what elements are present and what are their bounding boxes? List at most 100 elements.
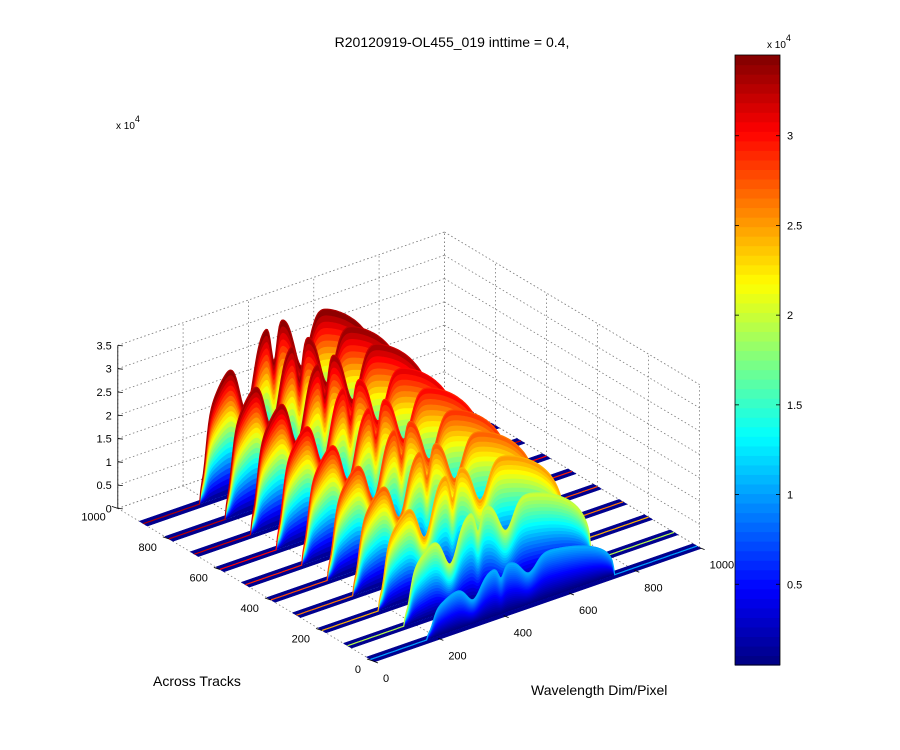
y-tick-mark (111, 506, 118, 509)
colorbar-segment (735, 331, 780, 342)
colorbar-segment (735, 522, 780, 533)
colorbar-segment (735, 360, 780, 371)
colorbar-segment (735, 369, 780, 380)
colorbar-segment (735, 102, 780, 113)
x-tick-mark (438, 637, 444, 641)
colorbar-segment (735, 312, 780, 323)
z-tick-label: 2 (106, 410, 112, 422)
z-exponent-label: x 104 (116, 114, 140, 132)
colorbar-segment (735, 236, 780, 247)
colorbar-segment (735, 626, 780, 638)
colorbar-segment (735, 407, 780, 418)
colorbar-tick-label: 1.5 (787, 400, 802, 412)
x-tick-label: 800 (644, 582, 662, 594)
colorbar-segment (735, 264, 780, 275)
grid-line (444, 371, 700, 525)
colorbar-segment (735, 607, 780, 618)
colorbar-segment (735, 560, 780, 571)
z-tick-mark (117, 391, 123, 393)
colorbar-segment (735, 74, 780, 85)
colorbar-segment (735, 483, 780, 495)
colorbar-segment (735, 255, 780, 266)
colorbar-segment (735, 245, 780, 256)
y-tick-mark (366, 658, 374, 662)
colorbar-segment (735, 350, 780, 361)
x-tick-mark (568, 592, 575, 596)
colorbar-segment (735, 131, 780, 142)
z-tick-mark (117, 345, 123, 347)
colorbar-segment (735, 636, 780, 647)
y-tick-mark (264, 597, 272, 601)
colorbar-segment (735, 655, 780, 666)
colorbar-segment (735, 274, 780, 285)
grid-line (117, 254, 445, 370)
colorbar-segment (735, 226, 780, 237)
colorbar-segment (735, 464, 780, 475)
colorbar-tick-label: 2 (787, 310, 793, 322)
y-tick-label: 0 (355, 664, 361, 676)
colorbar-segment (735, 531, 780, 542)
x-axis-label: Wavelength Dim/Pixel (531, 682, 667, 698)
colorbar-segment (735, 283, 780, 294)
colorbar-segment (735, 436, 780, 447)
colorbar-segment (735, 293, 780, 304)
colorbar-segment (735, 140, 780, 151)
colorbar-segment (735, 512, 780, 523)
colorbar-segment (735, 445, 780, 456)
colorbar-segment (735, 579, 780, 590)
colorbar-segment (735, 207, 780, 218)
colorbar-segment (735, 550, 780, 561)
colorbar-exponent-label: x 104 (767, 33, 791, 51)
x-tick-mark (503, 615, 509, 619)
x-tick-label: 0 (383, 673, 389, 685)
colorbar-segment (735, 426, 780, 437)
y-tick-label: 600 (190, 572, 208, 584)
x-tick-mark (634, 569, 640, 573)
z-tick-mark (117, 438, 123, 440)
colorbar-segment (735, 588, 780, 599)
colorbar-segment (735, 493, 780, 504)
colorbar-segment (735, 121, 780, 132)
z-tick-label: 0.5 (97, 480, 112, 492)
colorbar: 0.5 1 1.5 2 2.5 3 (734, 54, 802, 666)
y-tick-label: 1000 (81, 511, 105, 523)
y-tick-label: 200 (292, 633, 310, 645)
z-tick-mark (117, 508, 123, 510)
x-tick-label: 1000 (710, 560, 734, 572)
grid-line (117, 231, 445, 346)
colorbar-segment (735, 159, 780, 170)
z-tick-label: 3 (106, 364, 112, 376)
surface-plot (138, 308, 702, 663)
colorbar-segment (735, 417, 780, 428)
z-tick-mark (117, 484, 123, 487)
grid-line (444, 231, 700, 385)
colorbar-segment (735, 112, 780, 123)
grid-line (444, 278, 700, 432)
x-tick-label: 200 (448, 650, 466, 662)
colorbar-segment (735, 340, 780, 352)
colorbar-segment (735, 474, 780, 485)
colorbar-tick-label: 3 (787, 131, 793, 143)
y-tick-mark (315, 628, 323, 631)
colorbar-segment (735, 169, 780, 180)
colorbar-segment (735, 455, 780, 466)
colorbar-segment (735, 188, 780, 199)
colorbar-segment (735, 617, 780, 628)
z-tick-mark (117, 414, 123, 417)
colorbar-segment (735, 645, 780, 657)
colorbar-segment (735, 398, 780, 409)
grid-line (444, 301, 700, 455)
colorbar-segment (735, 178, 780, 190)
y-tick-mark (213, 567, 221, 570)
z-tick-label: 0 (106, 503, 112, 515)
grid-line (444, 324, 700, 479)
y-tick-mark (162, 536, 169, 540)
x-tick-mark (372, 660, 379, 664)
colorbar-segment (735, 302, 780, 313)
grid-line (444, 254, 700, 409)
colorbar-tick-label: 1 (787, 490, 793, 502)
colorbar-segment (735, 83, 780, 94)
colorbar-segment (735, 541, 780, 552)
z-tick-label: 3.5 (97, 340, 112, 352)
